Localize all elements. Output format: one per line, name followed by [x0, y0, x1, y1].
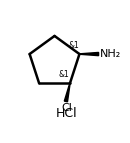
- Text: &1: &1: [68, 40, 79, 49]
- Text: &1: &1: [59, 70, 69, 79]
- Text: NH₂: NH₂: [100, 49, 121, 59]
- Text: HCl: HCl: [56, 107, 77, 120]
- Polygon shape: [64, 83, 70, 102]
- Polygon shape: [79, 52, 99, 56]
- Text: Cl: Cl: [61, 103, 72, 113]
